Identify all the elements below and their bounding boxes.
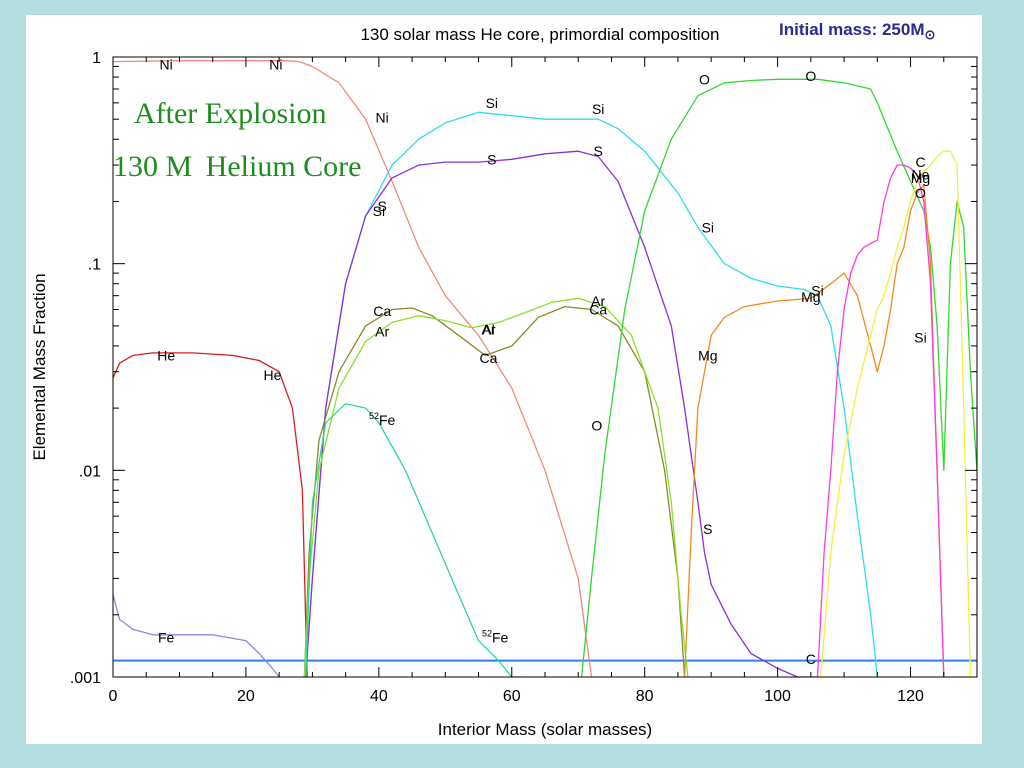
series-line-ni	[113, 60, 593, 677]
curve-label-o: O	[915, 185, 926, 201]
y-axis-label: Elemental Mass Fraction	[30, 273, 49, 460]
curve-label-ca: Ca	[480, 350, 498, 366]
curve-label-si: Si	[811, 283, 823, 299]
curve-label-ne: Ne	[912, 167, 930, 183]
series-line-he	[113, 352, 308, 677]
curve-label-si: Si	[914, 329, 926, 345]
x-tick-label: 0	[109, 688, 118, 705]
series-line-ar	[303, 297, 689, 677]
series-line-52fe	[305, 403, 526, 677]
chart-title: 130 solar mass He core, primordial compo…	[360, 25, 719, 44]
curve-label-si: Si	[592, 101, 604, 117]
curve-label-fe52: 52Fe	[369, 411, 396, 428]
series-line-si	[305, 111, 878, 677]
series-line-mg	[683, 184, 945, 677]
slide: 130 solar mass He core, primordial compo…	[26, 15, 982, 744]
curve-label-ca: Ca	[373, 303, 391, 319]
curve-label-o: O	[699, 71, 710, 87]
series-line-o	[580, 78, 977, 677]
curve-label-fe52: 52Fe	[482, 629, 509, 646]
overlay-helium-core: 130 M Helium Core	[113, 150, 362, 183]
series-line-s	[305, 150, 818, 677]
curve-label-ar: Ar	[375, 323, 389, 339]
x-tick-label: 20	[237, 688, 255, 705]
curve-label-mg: Mg	[698, 347, 717, 363]
chart: 130 solar mass He core, primordial compo…	[30, 25, 978, 739]
curve-label-s: S	[487, 151, 496, 167]
curve-label-c: C	[806, 651, 816, 667]
curve-label-ar: Ar	[482, 322, 496, 338]
curve-label-si: Si	[702, 219, 714, 235]
initial-mass-text: Initial mass: 250M	[779, 20, 925, 39]
curve-label-fe: Fe	[158, 630, 175, 646]
curve-label-s: S	[593, 143, 602, 159]
x-tick-label: 60	[503, 688, 521, 705]
curve-label-ca: Ca	[589, 302, 607, 318]
curve-label-s: S	[703, 521, 712, 537]
overlay-after-explosion: After Explosion	[134, 97, 327, 130]
x-tick-label: 80	[636, 688, 654, 705]
curve-label-he: He	[157, 347, 175, 363]
curve-label-si: Si	[486, 95, 498, 111]
series-line-fe	[113, 594, 280, 677]
curve-label-o: O	[591, 417, 602, 433]
curve-label-o: O	[805, 68, 816, 84]
x-axis-label: Interior Mass (solar masses)	[438, 720, 652, 739]
y-tick-label: .1	[88, 257, 101, 274]
curve-label-c: C	[915, 154, 925, 170]
x-tick-label: 120	[897, 688, 924, 705]
series-line-ne	[820, 150, 972, 677]
curve-label-ni: Ni	[269, 56, 282, 72]
curve-label-he: He	[264, 367, 282, 383]
series-line-c	[816, 164, 945, 677]
y-tick-label: .001	[70, 670, 101, 687]
curve-label-al: Al	[482, 322, 494, 338]
curve-label-mg: Mg	[801, 289, 820, 305]
x-tick-label: 100	[764, 688, 791, 705]
curve-label-ar: Ar	[591, 293, 605, 309]
curve-label-si: Si	[373, 203, 385, 219]
curve-label-s: S	[377, 198, 386, 214]
y-tick-label: 1	[92, 50, 101, 67]
x-tick-label: 40	[370, 688, 388, 705]
y-tick-label: .01	[79, 463, 101, 480]
curve-label-ni: Ni	[160, 56, 173, 72]
curve-label-mg: Mg	[911, 170, 930, 186]
sun-symbol-icon: ⊙	[924, 27, 936, 42]
curve-label-ni: Ni	[376, 109, 389, 125]
initial-mass-note: Initial mass: 250M⊙	[779, 20, 935, 43]
